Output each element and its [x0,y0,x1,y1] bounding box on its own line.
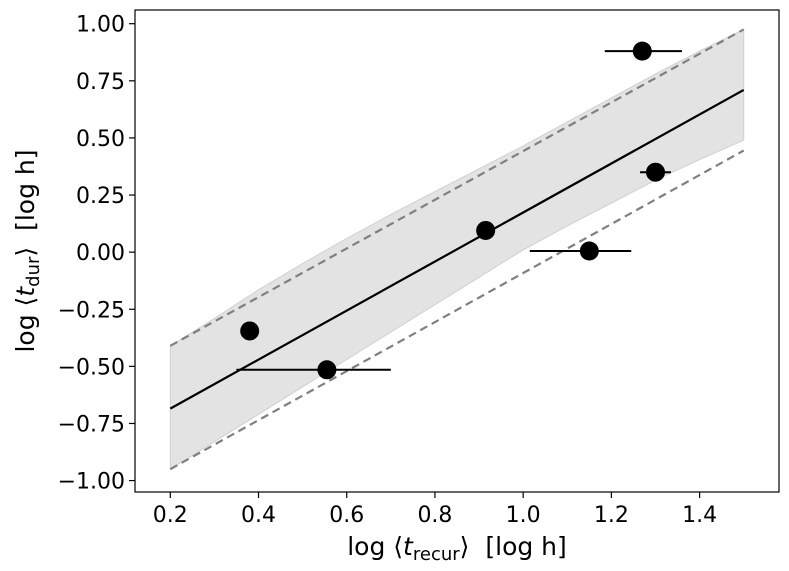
data-point-5 [604,41,682,61]
x-tick-label: 1.2 [594,503,629,528]
y-tick-label: 0.50 [76,127,125,152]
x-axis-label-prefix: log [347,532,385,561]
x-axis-label-open: ⟨ [393,532,403,561]
y-tick-label: 0.00 [76,241,125,266]
data-point-2 [236,360,391,380]
point-marker [317,360,337,380]
x-axis-label-close: ⟩ [460,532,470,561]
x-axis-label: log ⟨trecur⟩ [log h] [347,532,567,565]
points-layer [236,41,682,380]
y-tick-label: 0.75 [76,70,125,95]
x-axis-label-sub: recur [413,544,460,565]
y-axis-label-var: t [11,286,40,297]
point-marker [579,241,599,261]
prediction-line-lower [169,149,745,471]
y-axis-label-prefix: log [11,314,40,352]
x-tick-label: 0.2 [153,503,188,528]
point-marker [476,220,496,240]
y-axis-label-open: ⟨ [11,297,40,307]
x-tick-label: 1.4 [682,503,717,528]
y-tick-label: −0.25 [58,298,125,323]
y-axis-label-units: [log h] [11,149,40,230]
y-tick-label: −1.00 [58,470,125,495]
plot-frame [134,9,780,493]
x-axis-label-units: [log h] [485,532,566,561]
data-point-6 [640,162,671,182]
x-axis-ticks: 0.2 0.4 0.6 0.8 1.0 1.2 1.4 [153,492,717,528]
prediction-line-upper [169,28,745,347]
fit-line [169,88,745,410]
x-tick-label: 1.0 [506,503,541,528]
x-tick-label: 0.8 [417,503,452,528]
y-tick-label: 1.00 [76,13,125,38]
point-marker [645,162,665,182]
y-axis-ticks: 1.00 0.75 0.50 0.25 0.00 −0.25 −0.50 −0.75 −1.00 [58,13,135,495]
lines-layer [169,28,745,471]
x-tick-label: 0.6 [329,503,364,528]
point-marker [632,41,652,61]
y-axis-label-sub: dur [23,256,44,287]
y-tick-label: −0.50 [58,355,125,380]
x-axis-label-var: t [403,532,414,561]
y-axis-label-close: ⟩ [11,247,40,257]
y-tick-label: 0.25 [76,184,125,209]
x-tick-label: 0.4 [241,503,276,528]
data-point-1 [240,321,260,341]
point-marker [240,321,260,341]
data-point-4 [529,241,632,261]
y-tick-label: −0.75 [58,412,125,437]
y-axis-label: log ⟨tdur⟩ [log h] [11,149,44,352]
data-point-3 [476,220,496,240]
